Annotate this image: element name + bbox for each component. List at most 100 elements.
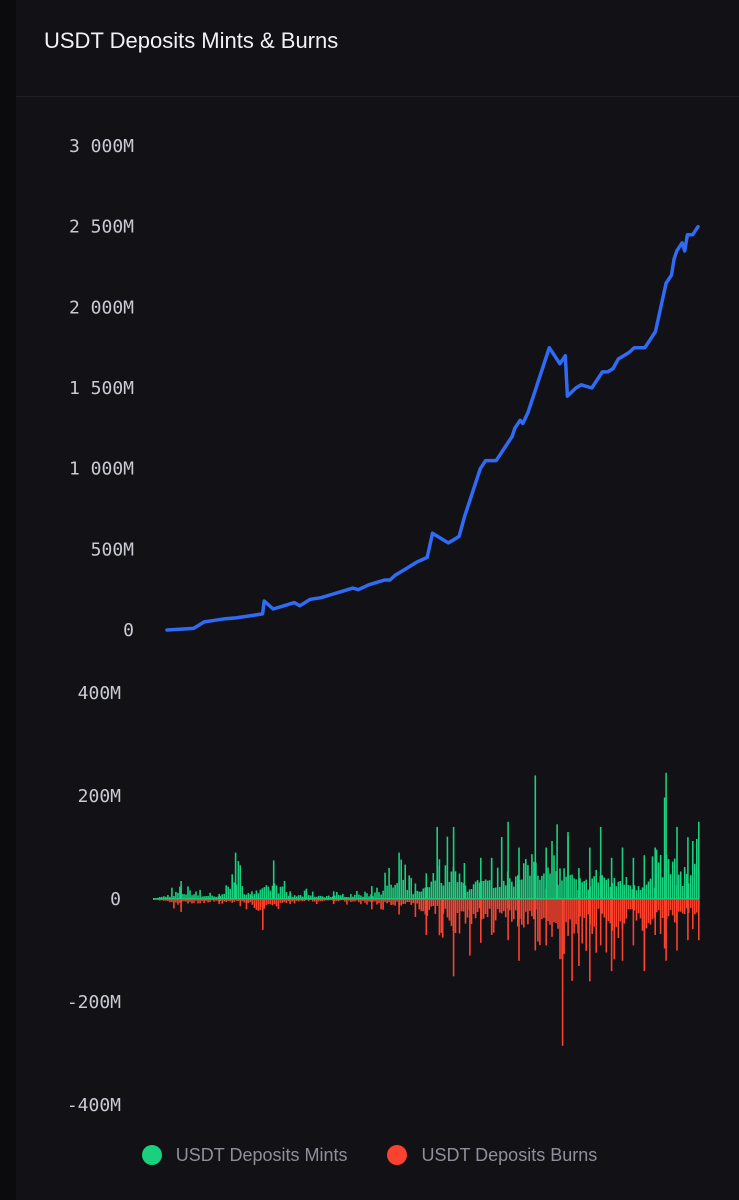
burn-bar[interactable]: [227, 899, 229, 901]
burn-peak-bar[interactable]: [245, 899, 248, 910]
mint-bar[interactable]: [360, 895, 362, 900]
legend-item-mints[interactable]: USDT Deposits Mints: [141, 1145, 347, 1166]
burn-bar[interactable]: [581, 899, 583, 944]
mint-bar[interactable]: [488, 880, 491, 899]
burn-peak-bar[interactable]: [589, 899, 591, 982]
mint-bar[interactable]: [629, 885, 632, 900]
burn-bar[interactable]: [167, 899, 169, 902]
burn-bar[interactable]: [625, 899, 628, 919]
burn-bar[interactable]: [420, 899, 423, 912]
burn-bar[interactable]: [235, 899, 238, 901]
mint-bar[interactable]: [384, 872, 386, 899]
burn-bar[interactable]: [183, 899, 185, 902]
mint-bar[interactable]: [655, 849, 658, 899]
mint-bar[interactable]: [500, 837, 503, 899]
mint-bar[interactable]: [283, 880, 286, 899]
mint-bar[interactable]: [261, 888, 264, 899]
mint-bar[interactable]: [559, 868, 561, 899]
mint-bar[interactable]: [163, 896, 165, 899]
burn-bar[interactable]: [394, 899, 396, 906]
burn-bar[interactable]: [211, 899, 213, 901]
burn-bar[interactable]: [657, 899, 660, 911]
burn-bar[interactable]: [199, 899, 201, 904]
mint-bar[interactable]: [607, 878, 610, 900]
burn-bar[interactable]: [619, 899, 622, 922]
burn-bar[interactable]: [309, 899, 312, 900]
mint-peak-bar[interactable]: [507, 821, 509, 900]
burn-bar[interactable]: [195, 899, 197, 901]
mint-bar[interactable]: [265, 885, 268, 899]
burn-bar[interactable]: [249, 899, 252, 903]
mint-bar[interactable]: [625, 877, 628, 899]
burn-peak-bar[interactable]: [371, 899, 373, 910]
mint-bar[interactable]: [255, 890, 258, 900]
mint-bar[interactable]: [328, 895, 330, 899]
mint-bar[interactable]: [189, 890, 191, 899]
mint-bar[interactable]: [533, 861, 535, 899]
burn-bar[interactable]: [583, 899, 585, 918]
mint-bar[interactable]: [466, 891, 469, 899]
burn-bar[interactable]: [426, 899, 429, 916]
burn-peak-bar[interactable]: [480, 899, 482, 943]
burn-bar[interactable]: [159, 899, 161, 901]
mint-bar[interactable]: [547, 867, 549, 900]
mint-bar[interactable]: [641, 887, 644, 899]
mint-bar[interactable]: [647, 881, 650, 900]
mint-bar[interactable]: [690, 875, 692, 899]
mint-bar[interactable]: [696, 839, 698, 899]
mint-bar[interactable]: [275, 885, 278, 899]
mint-bar[interactable]: [259, 889, 262, 899]
mint-bar[interactable]: [476, 880, 479, 899]
burn-bar[interactable]: [478, 899, 481, 909]
mint-bar[interactable]: [553, 855, 555, 899]
mint-bar[interactable]: [448, 882, 451, 899]
mint-bar[interactable]: [440, 883, 443, 899]
burn-bar[interactable]: [346, 899, 348, 905]
burn-bar[interactable]: [573, 899, 575, 934]
burn-bar[interactable]: [629, 899, 632, 910]
mint-bar[interactable]: [418, 891, 421, 899]
burn-bar[interactable]: [317, 899, 320, 902]
burn-peak-bar[interactable]: [578, 899, 580, 966]
mint-bar[interactable]: [651, 856, 654, 899]
mint-bar[interactable]: [201, 896, 203, 900]
mint-bar[interactable]: [366, 893, 368, 899]
mint-bar[interactable]: [207, 895, 209, 899]
mint-bar[interactable]: [330, 897, 332, 899]
mint-bar[interactable]: [338, 894, 340, 899]
burn-bar[interactable]: [509, 899, 511, 911]
mint-bar[interactable]: [597, 882, 599, 899]
burn-bar[interactable]: [165, 899, 167, 901]
burn-bar[interactable]: [683, 899, 686, 915]
burn-bar[interactable]: [593, 899, 595, 927]
mint-bar[interactable]: [428, 887, 431, 899]
burn-bar[interactable]: [313, 899, 316, 902]
mint-peak-bar[interactable]: [698, 821, 700, 900]
mint-bar[interactable]: [639, 889, 642, 899]
mints-series[interactable]: [153, 772, 700, 900]
burn-bar[interactable]: [555, 899, 557, 923]
mint-bar[interactable]: [362, 896, 364, 899]
burn-bar[interactable]: [502, 899, 505, 912]
burn-bar[interactable]: [523, 899, 525, 928]
burn-bar[interactable]: [209, 899, 211, 902]
burn-bar[interactable]: [498, 899, 501, 913]
burn-bar[interactable]: [687, 899, 690, 913]
mint-bar[interactable]: [253, 893, 256, 899]
burn-bar[interactable]: [281, 899, 284, 903]
burn-bar[interactable]: [472, 899, 475, 915]
mint-bar[interactable]: [543, 873, 545, 900]
mint-bar[interactable]: [408, 875, 410, 899]
burn-bar[interactable]: [334, 899, 336, 902]
mint-bar[interactable]: [223, 893, 225, 899]
bar-chart-plot[interactable]: [153, 772, 700, 1046]
mint-bar[interactable]: [323, 897, 326, 899]
mint-bar[interactable]: [247, 892, 250, 899]
burn-bar[interactable]: [269, 899, 272, 905]
mint-bar[interactable]: [659, 854, 662, 899]
burn-bar[interactable]: [444, 899, 447, 909]
burn-bar[interactable]: [663, 899, 666, 949]
mint-bar[interactable]: [609, 886, 612, 899]
mint-bar[interactable]: [474, 881, 477, 899]
burn-bar[interactable]: [476, 899, 479, 912]
